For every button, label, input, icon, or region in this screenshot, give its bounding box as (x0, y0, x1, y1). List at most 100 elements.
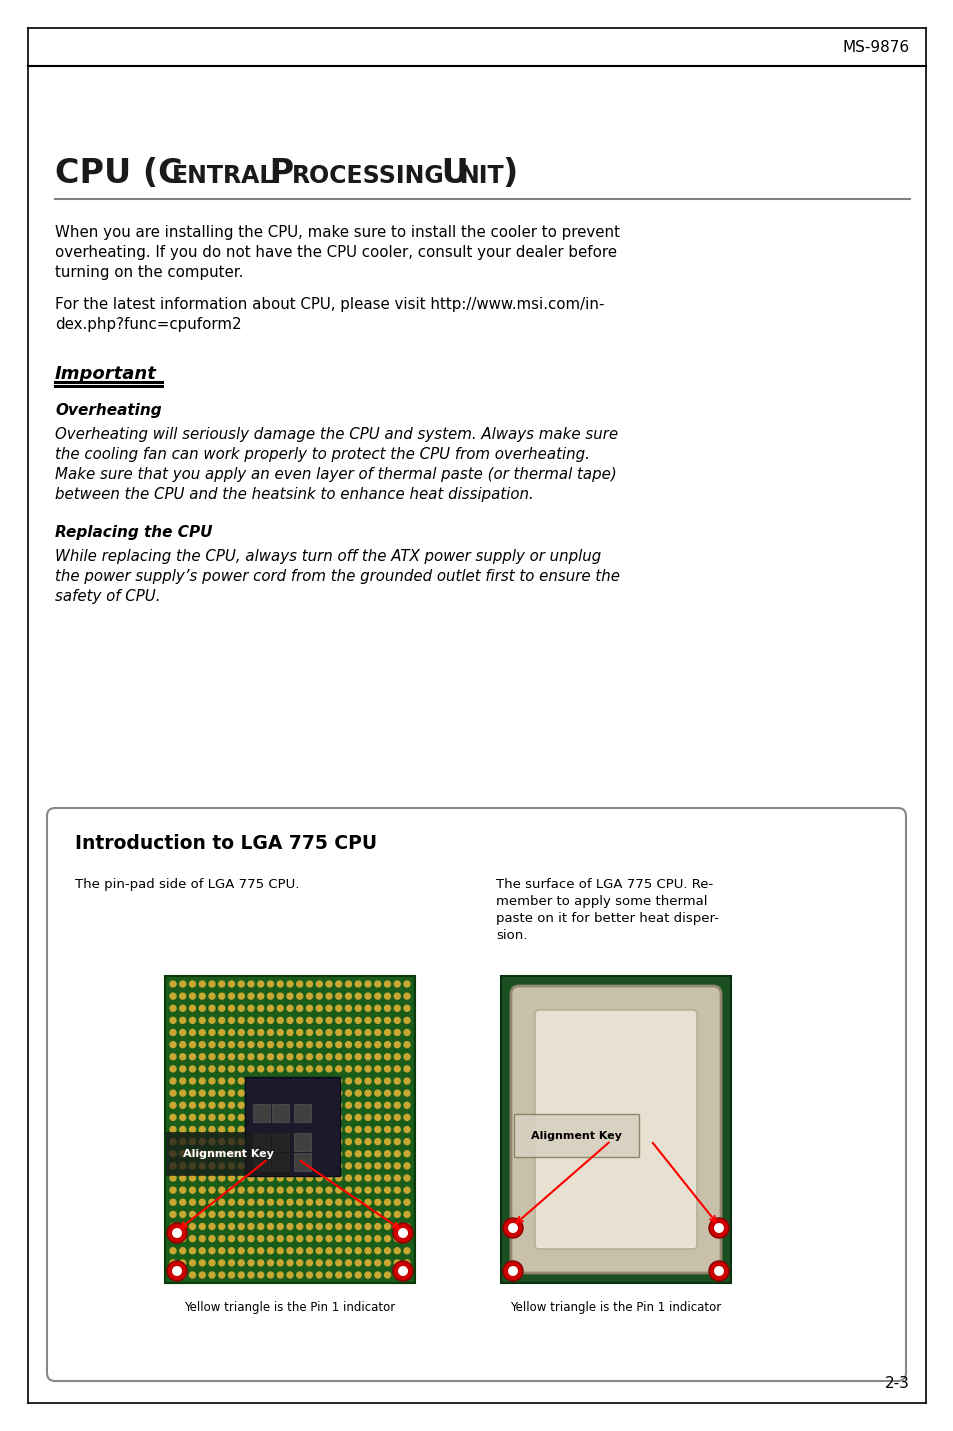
Circle shape (306, 1090, 313, 1096)
Circle shape (277, 1017, 283, 1023)
Circle shape (403, 1175, 410, 1181)
Circle shape (326, 1029, 332, 1036)
Circle shape (267, 1017, 274, 1023)
Circle shape (209, 1139, 214, 1145)
Circle shape (394, 1175, 400, 1181)
Circle shape (287, 1042, 293, 1047)
Circle shape (277, 1163, 283, 1169)
Bar (165, 976, 415, 1284)
Circle shape (403, 1053, 410, 1060)
Circle shape (287, 1017, 293, 1023)
Circle shape (365, 1199, 371, 1205)
Circle shape (277, 1090, 283, 1096)
Circle shape (326, 1102, 332, 1108)
Circle shape (326, 1115, 332, 1120)
Circle shape (296, 1235, 302, 1242)
Circle shape (397, 1228, 408, 1238)
Bar (253, 1153, 270, 1171)
Circle shape (708, 1261, 728, 1281)
Text: ): ) (501, 157, 517, 190)
Text: When you are installing the CPU, make sure to install the cooler to prevent: When you are installing the CPU, make su… (55, 225, 619, 240)
Circle shape (257, 1188, 263, 1193)
Circle shape (384, 1042, 390, 1047)
Circle shape (394, 982, 400, 987)
Circle shape (365, 1126, 371, 1132)
Circle shape (287, 1224, 293, 1229)
Text: sion.: sion. (496, 929, 527, 942)
Circle shape (170, 982, 175, 987)
Circle shape (238, 1005, 244, 1012)
Circle shape (355, 1042, 361, 1047)
Circle shape (296, 1248, 302, 1254)
Text: ROCESSING: ROCESSING (292, 165, 444, 187)
Circle shape (306, 1017, 313, 1023)
Circle shape (179, 1115, 186, 1120)
Circle shape (190, 993, 195, 999)
Circle shape (384, 1029, 390, 1036)
Text: Make sure that you apply an even layer of thermal paste (or thermal tape): Make sure that you apply an even layer o… (55, 467, 616, 482)
Circle shape (335, 1151, 341, 1156)
Circle shape (218, 1066, 225, 1072)
Circle shape (345, 982, 351, 987)
Circle shape (257, 1199, 263, 1205)
Circle shape (296, 1126, 302, 1132)
Circle shape (384, 1259, 390, 1266)
Circle shape (384, 1224, 390, 1229)
Bar (272, 1133, 289, 1151)
Bar (500, 976, 730, 1284)
Circle shape (179, 1029, 186, 1036)
Circle shape (248, 1115, 253, 1120)
Circle shape (267, 1078, 274, 1085)
Circle shape (238, 1066, 244, 1072)
Circle shape (365, 1029, 371, 1036)
Circle shape (296, 1188, 302, 1193)
Circle shape (507, 1266, 517, 1276)
Circle shape (326, 1188, 332, 1193)
Circle shape (365, 1224, 371, 1229)
Circle shape (238, 982, 244, 987)
Circle shape (209, 1151, 214, 1156)
Circle shape (190, 1248, 195, 1254)
Circle shape (248, 1224, 253, 1229)
Circle shape (326, 1224, 332, 1229)
Circle shape (326, 1212, 332, 1218)
Circle shape (238, 1272, 244, 1278)
Circle shape (170, 1139, 175, 1145)
Circle shape (384, 993, 390, 999)
Circle shape (267, 1053, 274, 1060)
Circle shape (199, 1235, 205, 1242)
Circle shape (315, 1272, 322, 1278)
Circle shape (218, 1042, 225, 1047)
Circle shape (277, 982, 283, 987)
Circle shape (375, 993, 380, 999)
Circle shape (296, 1017, 302, 1023)
Circle shape (315, 1248, 322, 1254)
Circle shape (179, 1053, 186, 1060)
Text: P: P (257, 157, 294, 190)
Circle shape (179, 1151, 186, 1156)
Circle shape (229, 1224, 234, 1229)
Circle shape (238, 1115, 244, 1120)
Circle shape (375, 1163, 380, 1169)
Circle shape (170, 1102, 175, 1108)
Circle shape (277, 1115, 283, 1120)
Circle shape (229, 1102, 234, 1108)
Circle shape (507, 1224, 517, 1234)
Circle shape (403, 1090, 410, 1096)
Circle shape (199, 1053, 205, 1060)
Circle shape (397, 1266, 408, 1276)
Circle shape (267, 1212, 274, 1218)
Circle shape (170, 1259, 175, 1266)
Circle shape (326, 1042, 332, 1047)
Circle shape (199, 1066, 205, 1072)
Circle shape (248, 1005, 253, 1012)
Circle shape (287, 1248, 293, 1254)
Circle shape (384, 1115, 390, 1120)
Circle shape (287, 1235, 293, 1242)
Circle shape (229, 1066, 234, 1072)
Circle shape (345, 1005, 351, 1012)
Circle shape (190, 1163, 195, 1169)
Circle shape (209, 982, 214, 987)
Circle shape (218, 1053, 225, 1060)
Circle shape (384, 1066, 390, 1072)
